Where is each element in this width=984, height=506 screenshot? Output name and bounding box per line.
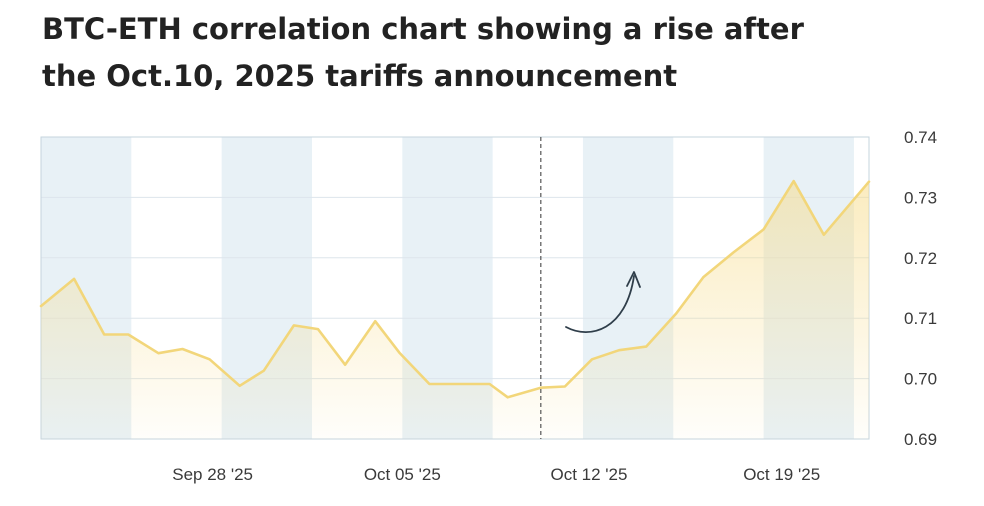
y-tick-label: 0.71 xyxy=(904,309,937,328)
y-tick-label: 0.73 xyxy=(904,188,937,207)
y-tick-label: 0.72 xyxy=(904,249,937,268)
axis-ticks: 0.74 0.73 0.72 0.71 0.70 0.69 Sep 28 '25 Oct 05… xyxy=(172,128,937,484)
rise-arrow-head-icon xyxy=(626,271,641,288)
chart-title-line-2: the Oct.10, 2025 tariffs announcement xyxy=(42,59,678,93)
x-tick-label: Oct 05 '25 xyxy=(364,465,441,484)
x-tick-label: Oct 12 '25 xyxy=(551,465,628,484)
x-tick-label: Oct 19 '25 xyxy=(743,465,820,484)
event-marker xyxy=(540,137,641,439)
y-tick-label: 0.70 xyxy=(904,370,937,389)
chart-title-line-1: BTC-ETH correlation chart showing a rise… xyxy=(42,12,804,46)
y-tick-label: 0.69 xyxy=(904,430,937,449)
chart-title: BTC-ETH correlation chart showing a rise… xyxy=(42,6,942,100)
series-group xyxy=(39,179,871,439)
series-line xyxy=(39,179,871,399)
rise-arrow-icon xyxy=(565,275,635,333)
series-area-fill xyxy=(41,181,869,439)
y-tick-label: 0.74 xyxy=(904,128,937,147)
x-tick-label: Sep 28 '25 xyxy=(172,465,253,484)
